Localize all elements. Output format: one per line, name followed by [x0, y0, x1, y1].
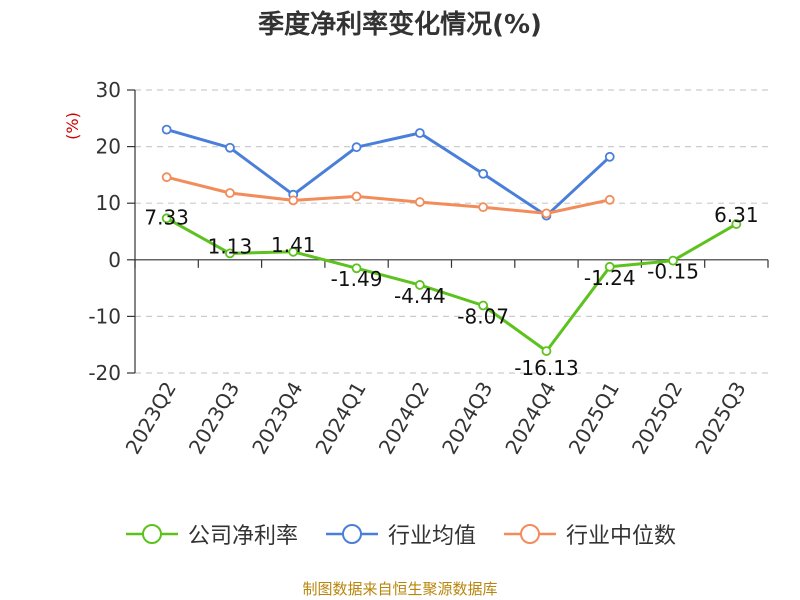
data-point	[478, 168, 489, 179]
data-point	[288, 246, 299, 257]
data-label: -1.49	[331, 267, 383, 291]
x-tick-label: 2025Q2	[627, 378, 687, 459]
data-label: -16.13	[514, 356, 578, 380]
legend-label: 行业均值	[387, 524, 476, 549]
data-label: 1.41	[271, 233, 316, 257]
data-point	[161, 172, 172, 183]
data-label: -4.44	[394, 284, 446, 308]
legend-label: 公司净利率	[187, 524, 298, 549]
x-tick-label: 2023Q3	[184, 378, 244, 459]
data-point	[225, 188, 235, 198]
chart-title: 季度净利率变化情况(%)	[258, 10, 542, 40]
legend-label: 行业中位数	[566, 524, 677, 549]
x-tick-label: 2024Q4	[500, 378, 560, 459]
data-label: 6.31	[714, 203, 759, 227]
series-line	[166, 175, 611, 215]
data-point	[351, 191, 362, 202]
legend-item: 公司净利率	[124, 518, 298, 550]
data-label: 7.33	[144, 205, 189, 229]
y-tick-label: 10	[96, 191, 121, 215]
data-point	[604, 194, 615, 205]
data-point	[731, 219, 742, 229]
legend-swatch	[125, 524, 178, 544]
y-tick-label: -20	[88, 361, 121, 385]
source-note: 制图数据来自恒生聚源数据库	[302, 580, 498, 598]
data-point	[225, 142, 235, 153]
data-point	[288, 195, 299, 206]
x-tick-label: 2024Q3	[437, 378, 497, 459]
data-point	[351, 142, 362, 153]
data-point	[414, 197, 425, 207]
y-tick-label: -10	[88, 304, 121, 328]
legend-item: 行业中位数	[502, 518, 676, 550]
data-point	[478, 300, 489, 311]
data-label: 1.13	[208, 234, 253, 258]
x-tick-label: 2023Q4	[247, 378, 307, 459]
grid-layer	[135, 89, 768, 374]
data-point	[541, 346, 552, 356]
x-tick-label: 2024Q2	[374, 378, 434, 459]
y-axis-label: (%)	[63, 112, 82, 140]
y-tick-label: 20	[96, 135, 121, 159]
data-point	[604, 151, 615, 162]
legend-swatch	[504, 524, 556, 544]
data-point	[478, 202, 489, 213]
series-layer	[161, 124, 742, 356]
data-point	[541, 208, 552, 219]
data-point	[414, 280, 425, 290]
data-point	[161, 124, 172, 135]
data-point	[414, 128, 425, 138]
data-point	[161, 213, 172, 224]
data-point	[604, 261, 615, 272]
x-tick-label: 2024Q1	[310, 378, 370, 459]
x-tick-label: 2025Q3	[690, 378, 750, 459]
data-label: -1.24	[584, 266, 636, 290]
data-point	[225, 248, 235, 259]
y-tick-label: 30	[96, 78, 121, 102]
data-label: -8.07	[457, 304, 509, 328]
legend-item: 行业均值	[324, 518, 476, 550]
data-label-layer: 7.33 1.13 1.41 -1.49 -4.44 -8.07 -16.13 -1.24 -0…	[144, 203, 758, 380]
x-tick-label: 2025Q1	[564, 378, 624, 459]
series-line	[165, 216, 738, 353]
y-tick-label: 0	[108, 248, 121, 272]
legend-swatch	[325, 524, 378, 544]
legend: 公司净利率 行业均值 行业中位数	[0, 518, 800, 550]
data-point	[351, 263, 362, 274]
series-line	[166, 128, 611, 218]
data-label: -0.15	[647, 260, 699, 284]
data-point	[668, 255, 678, 266]
x-tick-label: 2023Q2	[121, 378, 181, 459]
